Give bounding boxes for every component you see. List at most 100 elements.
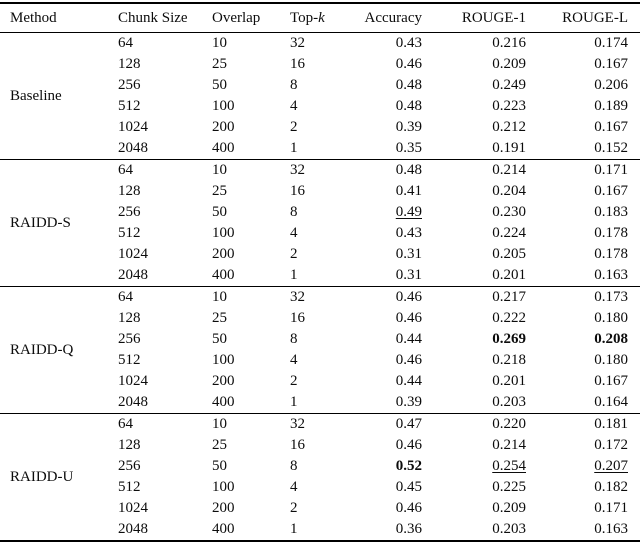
header-row: Method Chunk Size Overlap Top-k Accuracy ROUG… xyxy=(0,3,640,33)
cell-overlap: 25 xyxy=(212,183,227,199)
cell-rouge-1: 0.220 xyxy=(492,416,526,432)
cell-rouge-l: 0.167 xyxy=(594,373,628,389)
cell-overlap: 10 xyxy=(212,416,227,432)
cell-rouge-l: 0.207 xyxy=(532,456,640,477)
cell-rouge-1: 0.214 xyxy=(492,162,526,178)
cell-overlap: 50 xyxy=(212,458,227,474)
cell-chunk-size: 512 xyxy=(118,225,141,241)
cell-rouge-l: 0.172 xyxy=(594,437,628,453)
cell-rouge-l: 0.167 xyxy=(594,183,628,199)
cell-rouge-l: 0.181 xyxy=(594,416,628,432)
cell-top-k: 8 xyxy=(290,204,298,220)
cell-overlap: 200 xyxy=(212,246,235,262)
column-header-rouge-1: ROUGE-1 xyxy=(430,3,532,33)
cell-accuracy: 0.35 xyxy=(395,140,422,156)
cell-chunk-size: 64 xyxy=(118,289,133,305)
cell-top-k: 1 xyxy=(290,394,298,410)
cell-accuracy: 0.48 xyxy=(395,162,422,178)
cell-chunk-size: 128 xyxy=(118,437,141,453)
cell-rouge-1: 0.249 xyxy=(492,77,526,93)
cell-chunk-size: 1024 xyxy=(118,500,148,516)
cell-rouge-1: 0.209 xyxy=(492,56,526,72)
column-header-italic-k: k xyxy=(318,9,325,26)
cell-accuracy: 0.52 xyxy=(360,456,430,477)
cell-accuracy: 0.31 xyxy=(395,246,422,262)
table-row: RAIDD-S 64 10 32 0.48 0.214 0.171 xyxy=(0,160,640,231)
column-header-top-k: Top-k xyxy=(290,3,360,33)
cell-chunk-size: 2048 xyxy=(118,140,148,156)
cell-rouge-1: 0.222 xyxy=(492,310,526,326)
cell-chunk-size: 1024 xyxy=(118,246,148,262)
cell-rouge-1: 0.205 xyxy=(492,246,526,262)
cell-chunk-size: 128 xyxy=(118,310,141,326)
table-row: 2048 400 1 0.31 0.201 0.163 xyxy=(0,265,640,287)
cell-accuracy: 0.31 xyxy=(395,267,422,283)
cell-top-k: 2 xyxy=(290,246,298,262)
cell-rouge-l: 0.171 xyxy=(594,162,628,178)
cell-accuracy: 0.46 xyxy=(395,352,422,368)
cell-chunk-size: 128 xyxy=(118,56,141,72)
cell-overlap: 100 xyxy=(212,352,235,368)
column-header-text: Top- xyxy=(290,9,319,26)
cell-accuracy: 0.46 xyxy=(395,310,422,326)
cell-accuracy: 0.43 xyxy=(395,35,422,51)
cell-accuracy: 0.46 xyxy=(395,289,422,305)
table-row: 512 100 4 0.43 0.224 0.178 xyxy=(0,223,640,244)
cell-overlap: 400 xyxy=(212,267,235,283)
highlighted-value-bold: 0.269 xyxy=(492,331,526,347)
highlighted-value-underline: 0.254 xyxy=(492,458,526,474)
cell-top-k: 1 xyxy=(290,521,298,537)
cell-chunk-size: 64 xyxy=(118,416,133,432)
cell-rouge-1: 0.223 xyxy=(492,98,526,114)
cell-top-k: 16 xyxy=(290,183,305,199)
cell-overlap: 10 xyxy=(212,35,227,51)
cell-top-k: 16 xyxy=(290,56,305,72)
cell-rouge-1: 0.201 xyxy=(492,267,526,283)
column-header-accuracy: Accuracy xyxy=(360,3,430,33)
cell-top-k: 8 xyxy=(290,331,298,347)
cell-rouge-l: 0.167 xyxy=(594,56,628,72)
cell-rouge-l: 0.183 xyxy=(594,204,628,220)
table-row: 256 50 8 0.44 0.269 0.208 xyxy=(0,329,640,350)
cell-overlap: 25 xyxy=(212,437,227,453)
cell-chunk-size: 256 xyxy=(118,77,141,93)
cell-overlap: 100 xyxy=(212,479,235,495)
cell-rouge-l: 0.208 xyxy=(532,329,640,350)
cell-accuracy: 0.49 xyxy=(360,202,430,223)
cell-rouge-1: 0.230 xyxy=(492,204,526,220)
method-group-raidd-s: RAIDD-S 64 10 32 0.48 0.214 0.171 128 25 16 0.41 0.… xyxy=(0,159,640,287)
cell-chunk-size: 64 xyxy=(118,35,133,51)
cell-rouge-1: 0.203 xyxy=(492,521,526,537)
cell-accuracy: 0.36 xyxy=(395,521,422,537)
cell-accuracy: 0.39 xyxy=(395,119,422,135)
cell-accuracy: 0.48 xyxy=(395,98,422,114)
cell-top-k: 16 xyxy=(290,437,305,453)
cell-rouge-l: 0.178 xyxy=(594,225,628,241)
table-row: 128 25 16 0.46 0.222 0.180 xyxy=(0,308,640,329)
cell-chunk-size: 1024 xyxy=(118,119,148,135)
column-header-rouge-l: ROUGE-L xyxy=(532,3,640,33)
method-group-baseline: Baseline 64 10 32 0.43 0.216 0.174 128 25 16 0.46 0… xyxy=(0,33,640,160)
cell-chunk-size: 256 xyxy=(118,331,141,347)
cell-chunk-size: 2048 xyxy=(118,521,148,537)
cell-accuracy: 0.46 xyxy=(395,56,422,72)
highlighted-value-underline: 0.49 xyxy=(395,204,422,220)
table-row: 2048 400 1 0.36 0.203 0.163 xyxy=(0,519,640,541)
cell-accuracy: 0.48 xyxy=(395,77,422,93)
cell-overlap: 10 xyxy=(212,162,227,178)
cell-rouge-l: 0.189 xyxy=(594,98,628,114)
cell-accuracy: 0.45 xyxy=(395,479,422,495)
cell-top-k: 4 xyxy=(290,98,298,114)
cell-rouge-l: 0.180 xyxy=(594,310,628,326)
cell-rouge-l: 0.171 xyxy=(594,500,628,516)
method-cell: RAIDD-S xyxy=(10,214,71,231)
cell-top-k: 8 xyxy=(290,77,298,93)
table-header: Method Chunk Size Overlap Top-k Accuracy ROUG… xyxy=(0,3,640,33)
cell-chunk-size: 256 xyxy=(118,204,141,220)
method-cell: RAIDD-U xyxy=(10,468,74,485)
cell-top-k: 2 xyxy=(290,373,298,389)
table-row: Baseline 64 10 32 0.43 0.216 0.174 xyxy=(0,33,640,104)
table-row: 1024 200 2 0.44 0.201 0.167 xyxy=(0,371,640,392)
column-header-chunk-size: Chunk Size xyxy=(118,3,212,33)
